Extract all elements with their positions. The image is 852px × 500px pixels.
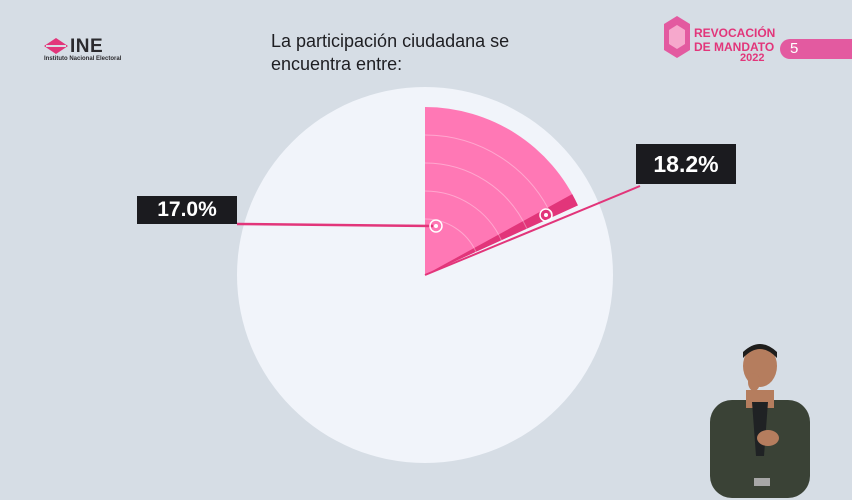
low-value-leader-line — [236, 222, 434, 228]
sector-ring-1 — [424, 134, 553, 218]
low-value-marker-dot — [434, 224, 438, 228]
chart-title: La participación ciudadana se encuentra … — [271, 31, 510, 74]
event-hexagon-icon — [664, 16, 690, 58]
range-sector — [425, 107, 578, 275]
sector-ring-4 — [424, 218, 477, 253]
sector-ring-3 — [424, 190, 502, 241]
high-value-label: 18.2% — [636, 144, 736, 184]
high-value-marker-dot — [544, 213, 548, 217]
high-value-marker-ring — [539, 208, 553, 222]
event-year: 2022 — [740, 52, 765, 64]
high-value-leader-line — [424, 185, 641, 276]
slide-number-badge: 5 — [780, 39, 852, 59]
sector-ring-2 — [424, 162, 528, 229]
event-title-line2: DE MANDATO — [694, 40, 775, 54]
low-value-label: 17.0% — [137, 196, 237, 224]
event-logo: REVOCACIÓN DE MANDATO 2022 5 — [664, 16, 852, 66]
sign-language-interpreter — [710, 344, 810, 498]
ine-logo-name: INE — [70, 36, 104, 57]
low-value-marker-ring — [429, 219, 443, 233]
ine-logo-subtitle: Instituto Nacional Electoral — [44, 56, 122, 62]
event-title-line1: REVOCACIÓN — [694, 26, 776, 40]
ine-logo-icon — [44, 38, 68, 54]
ine-logo: INE Instituto Nacional Electoral — [44, 36, 154, 66]
